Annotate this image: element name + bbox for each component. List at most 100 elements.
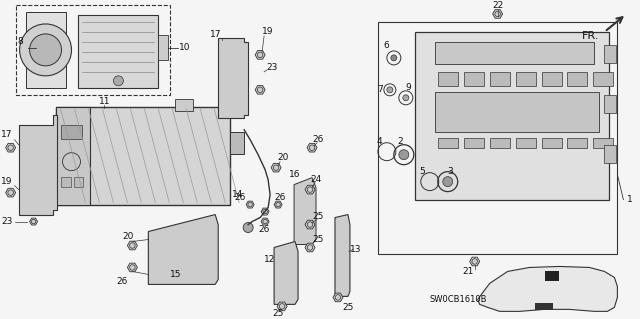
Text: 15: 15 xyxy=(170,270,181,279)
Text: 20: 20 xyxy=(123,232,134,241)
Text: 17: 17 xyxy=(1,130,12,139)
Bar xyxy=(438,138,458,148)
Polygon shape xyxy=(261,218,269,225)
Polygon shape xyxy=(218,38,248,118)
Polygon shape xyxy=(271,163,281,172)
Polygon shape xyxy=(274,201,282,208)
Bar xyxy=(464,72,484,86)
Bar xyxy=(175,99,193,111)
Text: 26: 26 xyxy=(259,225,270,234)
Circle shape xyxy=(20,24,72,76)
Bar xyxy=(604,45,616,63)
Text: 26: 26 xyxy=(116,277,128,286)
Bar xyxy=(568,138,588,148)
Polygon shape xyxy=(261,208,269,215)
Text: 20: 20 xyxy=(277,153,289,162)
Bar xyxy=(516,138,536,148)
Polygon shape xyxy=(335,215,350,296)
Text: 25: 25 xyxy=(342,303,354,312)
Text: 1: 1 xyxy=(627,195,632,204)
Polygon shape xyxy=(333,293,343,302)
Text: 12: 12 xyxy=(264,255,276,264)
Bar xyxy=(438,72,458,86)
Polygon shape xyxy=(26,12,65,88)
Circle shape xyxy=(387,87,393,93)
Polygon shape xyxy=(148,215,218,285)
Circle shape xyxy=(399,150,409,160)
Text: SW0CB1610B: SW0CB1610B xyxy=(430,295,487,304)
Bar xyxy=(435,92,600,132)
Text: 25: 25 xyxy=(273,309,284,318)
Text: 5: 5 xyxy=(419,167,425,176)
Text: 2: 2 xyxy=(397,137,403,146)
Polygon shape xyxy=(477,266,618,311)
Bar xyxy=(593,138,613,148)
Bar xyxy=(541,72,561,86)
Text: 3: 3 xyxy=(447,167,452,176)
Bar xyxy=(545,271,559,281)
Text: 13: 13 xyxy=(350,245,362,254)
Bar xyxy=(534,303,552,310)
Circle shape xyxy=(403,95,409,101)
Bar xyxy=(604,145,616,163)
Text: 19: 19 xyxy=(1,177,12,186)
Bar xyxy=(464,138,484,148)
Bar xyxy=(15,5,170,95)
Polygon shape xyxy=(56,107,90,204)
Circle shape xyxy=(243,223,253,233)
Bar xyxy=(61,177,70,187)
Text: 23: 23 xyxy=(266,63,278,72)
Bar xyxy=(541,138,561,148)
Circle shape xyxy=(443,177,452,187)
Text: 7: 7 xyxy=(377,85,383,94)
Polygon shape xyxy=(294,178,316,244)
Text: 16: 16 xyxy=(289,170,301,179)
Polygon shape xyxy=(415,32,609,200)
Bar xyxy=(490,138,509,148)
Polygon shape xyxy=(305,243,315,252)
Text: 24: 24 xyxy=(310,175,322,184)
Bar xyxy=(230,132,244,154)
Polygon shape xyxy=(6,143,15,152)
Polygon shape xyxy=(307,143,317,152)
Text: 23: 23 xyxy=(1,217,12,226)
Polygon shape xyxy=(255,85,265,94)
Circle shape xyxy=(113,76,124,86)
Text: 4: 4 xyxy=(376,137,381,146)
Polygon shape xyxy=(277,302,287,311)
Polygon shape xyxy=(493,10,502,18)
Bar xyxy=(56,107,230,204)
Text: 26: 26 xyxy=(312,135,324,144)
Polygon shape xyxy=(19,115,56,215)
Polygon shape xyxy=(305,185,315,194)
Bar xyxy=(593,72,613,86)
Polygon shape xyxy=(470,257,479,266)
Text: 25: 25 xyxy=(312,235,324,244)
Bar xyxy=(61,125,83,139)
Polygon shape xyxy=(255,51,265,59)
Bar xyxy=(435,42,595,64)
Bar xyxy=(516,72,536,86)
Text: 22: 22 xyxy=(492,2,503,11)
Polygon shape xyxy=(246,201,254,208)
Text: 11: 11 xyxy=(99,97,110,106)
Bar xyxy=(74,177,83,187)
Polygon shape xyxy=(6,188,15,197)
Text: 25: 25 xyxy=(312,212,324,221)
Polygon shape xyxy=(127,263,138,272)
Bar xyxy=(158,35,168,60)
Polygon shape xyxy=(305,220,315,229)
Text: 14: 14 xyxy=(232,190,243,199)
Text: 19: 19 xyxy=(262,27,274,36)
Text: 10: 10 xyxy=(179,43,190,52)
Text: 26: 26 xyxy=(275,193,286,202)
Text: 17: 17 xyxy=(209,30,221,40)
Bar xyxy=(568,72,588,86)
Bar xyxy=(490,72,509,86)
Text: 26: 26 xyxy=(234,193,246,202)
Text: 8: 8 xyxy=(18,37,24,46)
Polygon shape xyxy=(29,218,38,225)
Bar xyxy=(79,15,158,88)
Polygon shape xyxy=(127,241,138,250)
Bar xyxy=(604,95,616,113)
